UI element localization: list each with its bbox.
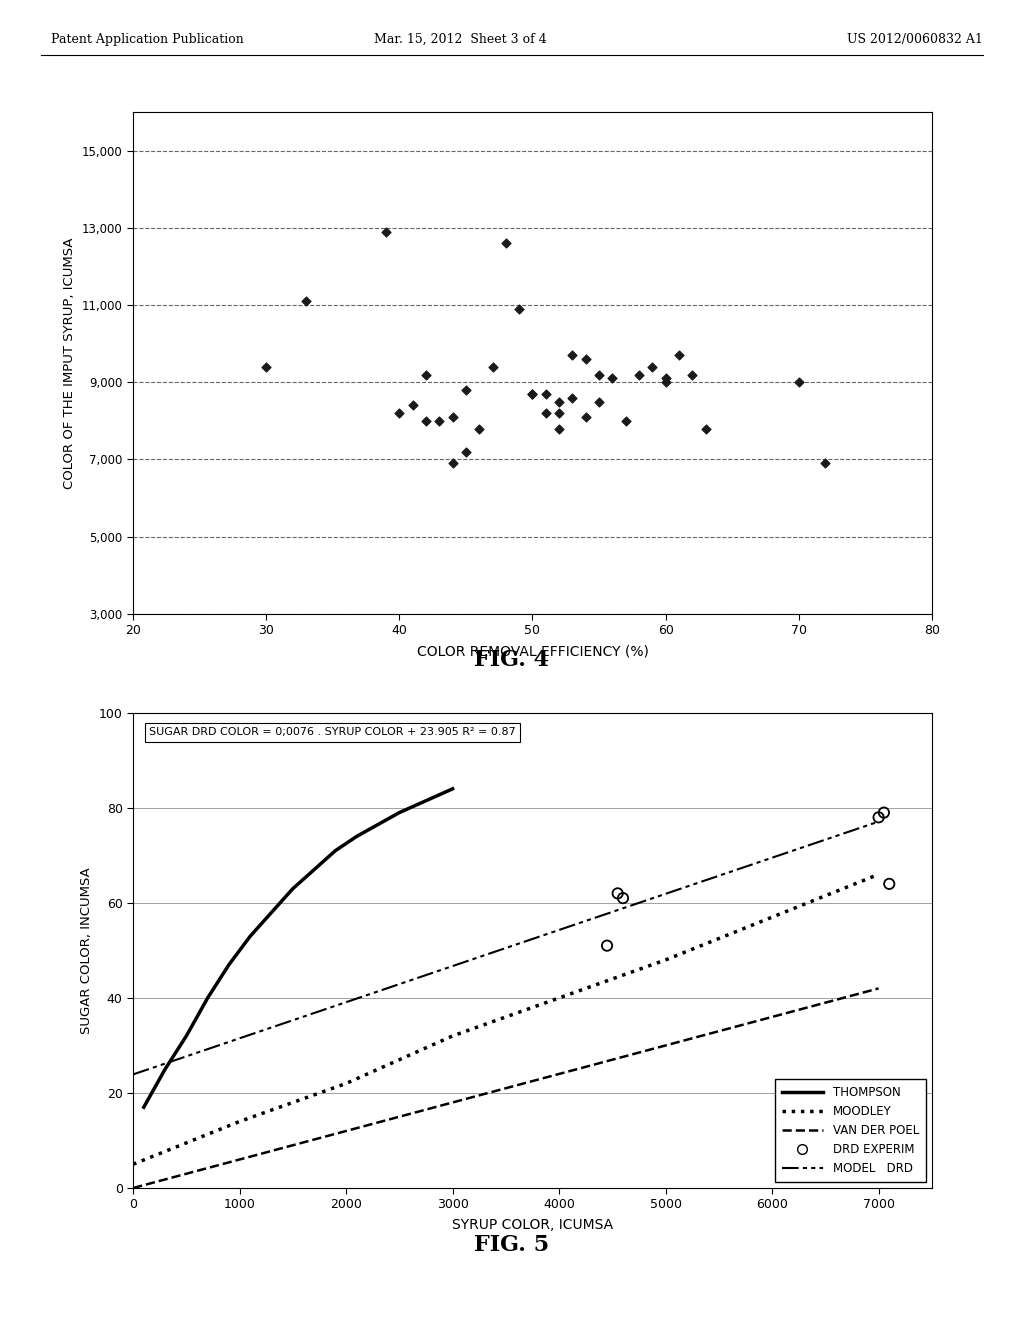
Text: Patent Application Publication: Patent Application Publication [51,33,244,46]
Text: FIG. 5: FIG. 5 [474,1234,550,1257]
Point [614,887,631,908]
Point [418,364,434,385]
Point [870,807,887,828]
Point [591,391,607,412]
Point [551,403,567,424]
Point [484,356,501,378]
Point [609,883,626,904]
Text: US 2012/0060832 A1: US 2012/0060832 A1 [847,33,983,46]
Text: FIG. 4: FIG. 4 [474,649,550,672]
Point [657,372,674,393]
Point [564,387,581,408]
Point [578,348,594,370]
Point [511,298,527,319]
Point [404,395,421,416]
Point [684,364,700,385]
Point [458,379,474,400]
Point [551,418,567,440]
Point [538,403,554,424]
Point [599,935,615,956]
Point [471,418,487,440]
Y-axis label: COLOR OF THE IMPUT SYRUP, ICUMSA: COLOR OF THE IMPUT SYRUP, ICUMSA [63,238,76,488]
Point [591,364,607,385]
Point [524,383,541,404]
Point [524,383,541,404]
Point [876,803,892,824]
Point [791,372,807,393]
Point [431,411,447,432]
Point [817,453,834,474]
Point [538,383,554,404]
Point [298,290,314,312]
X-axis label: SYRUP COLOR, ICUMSA: SYRUP COLOR, ICUMSA [452,1218,613,1233]
Point [258,356,274,378]
Point [604,368,621,389]
Point [458,441,474,462]
Point [644,356,660,378]
Text: Mar. 15, 2012  Sheet 3 of 4: Mar. 15, 2012 Sheet 3 of 4 [375,33,547,46]
Point [697,418,714,440]
Legend: THOMPSON, MOODLEY, VAN DER POEL, DRD EXPERIM, MODEL   DRD: THOMPSON, MOODLEY, VAN DER POEL, DRD EXP… [775,1080,926,1183]
Point [444,407,461,428]
Point [391,403,408,424]
Point [418,411,434,432]
Point [578,407,594,428]
Point [657,368,674,389]
Point [617,411,634,432]
Point [631,364,647,385]
Point [564,345,581,366]
Point [378,222,394,243]
Point [551,391,567,412]
Y-axis label: SUGAR COLOR, INCUMSA: SUGAR COLOR, INCUMSA [80,867,93,1034]
Point [444,453,461,474]
X-axis label: COLOR REMOVAL EFFICIENCY (%): COLOR REMOVAL EFFICIENCY (%) [417,644,648,659]
Text: SUGAR DRD COLOR = 0;0076 . SYRUP COLOR + 23.905 R² = 0.87: SUGAR DRD COLOR = 0;0076 . SYRUP COLOR +… [150,727,516,737]
Point [498,232,514,253]
Point [671,345,687,366]
Point [881,874,897,895]
